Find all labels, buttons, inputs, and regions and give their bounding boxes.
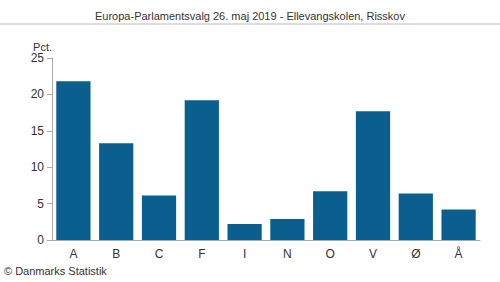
svg-text:V: V	[369, 247, 377, 261]
svg-text:F: F	[198, 247, 205, 261]
svg-text:0: 0	[37, 233, 44, 247]
svg-text:25: 25	[31, 51, 45, 65]
svg-text:© Danmarks Statistik: © Danmarks Statistik	[4, 265, 107, 277]
svg-text:10: 10	[31, 160, 45, 174]
svg-text:15: 15	[31, 124, 45, 138]
svg-text:C: C	[155, 247, 164, 261]
svg-text:5: 5	[37, 197, 44, 211]
svg-text:Ø: Ø	[411, 247, 420, 261]
svg-text:Å: Å	[455, 246, 463, 261]
svg-text:B: B	[112, 247, 120, 261]
svg-text:A: A	[69, 247, 77, 261]
svg-text:N: N	[283, 247, 292, 261]
svg-text:I: I	[243, 247, 246, 261]
svg-text:Pct.: Pct.	[33, 40, 52, 53]
svg-text:O: O	[326, 247, 335, 261]
svg-text:20: 20	[31, 87, 45, 101]
svg-text:Europa-Parlamentsvalg 26. maj: Europa-Parlamentsvalg 26. maj 2019 - Ell…	[95, 10, 405, 22]
